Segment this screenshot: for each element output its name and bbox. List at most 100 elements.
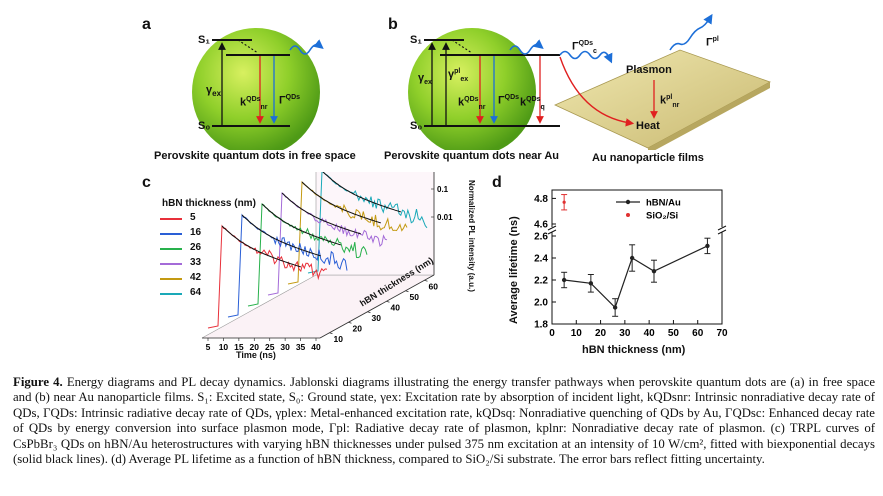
data-point-d — [629, 255, 635, 261]
legend-label-c: 33 — [190, 257, 202, 268]
jablonski-diagram-b — [408, 13, 771, 150]
y-tick-label-d: 1.8 — [534, 320, 548, 331]
figure-caption: Figure 4. Energy diagrams and PL decay d… — [13, 375, 875, 467]
figure-number: Figure 4. — [13, 375, 63, 389]
y-tick-label-d: 2.4 — [534, 254, 548, 265]
y-tick-label-d: 2.6 — [534, 232, 548, 243]
coupling-wave-b — [559, 50, 613, 64]
x-tick-label-d: 10 — [571, 328, 583, 339]
panel-b: b S₁ S₀ γex γplex kQDsnr ΓQDs kQ — [380, 10, 780, 170]
legend-swatch-c — [160, 248, 182, 250]
depth-tick-label-c: 60 — [429, 281, 439, 291]
heat-label: Heat — [636, 120, 660, 132]
gamma-r-label-a: ΓQDs — [279, 94, 301, 107]
legend-marker-d — [625, 199, 631, 205]
axis-break-gap — [718, 227, 726, 232]
legend-title-c: hBN thickness (nm) — [162, 198, 256, 209]
trpl-trace — [227, 213, 348, 318]
depth-tick-c — [367, 311, 371, 314]
trpl-trace — [267, 192, 388, 296]
x-tick-label-c: 35 — [296, 342, 306, 352]
depth-tick-label-c: 30 — [372, 313, 382, 323]
s0-label-b: S₀ — [410, 120, 423, 132]
data-point-d — [588, 281, 594, 286]
axis-break-mark — [717, 225, 727, 231]
x-axis-label-c: Time (ns) — [236, 350, 276, 360]
panel-label-b: b — [388, 16, 398, 33]
gamma-ex-label-b: γex — [418, 72, 432, 87]
legend-label-d: hBN/Au — [646, 198, 681, 209]
legend-label-c: 42 — [190, 272, 202, 283]
legend-marker-d — [626, 213, 630, 217]
y-tick-label-d: 4.8 — [534, 194, 548, 205]
trpl-fit — [301, 181, 381, 224]
panel-label-c: c — [142, 174, 151, 191]
x-tick-label-d: 40 — [644, 328, 656, 339]
trpl-fit — [322, 172, 401, 213]
trpl-fit — [221, 225, 301, 268]
x-tick-label-c: 40 — [311, 342, 321, 352]
axis-break-mark — [547, 229, 557, 235]
panel-d: d 1.8 2.0 2.2 2.4 2.6 4.6 4.8 0 10 20 30 40 50 60 70 hB… — [490, 172, 760, 370]
x-axis-label-d: hBN thickness (nm) — [582, 344, 686, 356]
depth-tick-label-c: 50 — [410, 292, 420, 302]
data-point-d — [651, 269, 657, 274]
legend-label-c: 26 — [190, 242, 202, 253]
plot-frame-d — [551, 189, 723, 325]
trpl-fit — [281, 192, 361, 235]
depth-tick-c — [386, 300, 390, 303]
qd-sphere-a — [192, 28, 320, 150]
lifetime-chart: 1.8 2.0 2.2 2.4 2.64.6 4.8 0 10 20 30 40 50 60 70 hBN/… — [534, 189, 728, 339]
depth-tick-c — [348, 321, 352, 324]
data-point-d — [705, 243, 710, 249]
knr-pl-label: kplnr — [660, 94, 680, 109]
figure-caption-text: Energy diagrams and PL decay dynamics. J… — [13, 375, 875, 467]
s1-label-a: S₁ — [198, 34, 210, 46]
trpl-fit — [241, 214, 321, 257]
gamma-r-label-b: ΓQDs — [498, 94, 520, 107]
depth-tick-label-c: 20 — [353, 323, 363, 333]
legend-swatch-c — [160, 293, 182, 295]
x-tick-label-c: 30 — [280, 342, 290, 352]
legend-swatch-c — [160, 233, 182, 235]
qd-sphere-b — [408, 28, 536, 150]
depth-tick-c — [329, 332, 333, 335]
panel-a: a S₁ S₀ γex kQDsnr ΓQDs Perovskite quant… — [140, 10, 380, 170]
emission-wave-b — [509, 39, 544, 55]
z-tick-label-c: 0.1 — [437, 185, 449, 194]
data-point-d — [561, 277, 567, 283]
emission-wave-a — [289, 39, 324, 55]
axis-break-mark — [717, 229, 727, 235]
plasmon-label: Plasmon — [626, 64, 672, 76]
trpl-3d-plot: 51015202530354010203040506010.10.01 — [201, 172, 453, 352]
legend-swatch-c — [160, 278, 182, 280]
panel-b-caption: Perovskite quantum dots near Au — [384, 150, 560, 162]
legend-label-c: 64 — [190, 287, 202, 298]
depth-tick-c — [405, 290, 409, 293]
z-axis-label-c: Normalized PL intensity (a.u.) — [467, 180, 476, 292]
legend-label-c: 5 — [190, 212, 196, 223]
x-tick-label-c: 10 — [219, 342, 229, 352]
knr-label-b: kQDsnr — [458, 96, 486, 111]
knr-label-a: kQDsnr — [240, 96, 268, 111]
panel-a-caption: Perovskite quantum dots in free space — [154, 150, 356, 162]
legend-label-d: SiO₂/Si — [646, 211, 678, 222]
x-tick-label-d: 60 — [692, 328, 704, 339]
legend-swatch-c — [160, 263, 182, 265]
kq-label-b: kQDsq — [520, 96, 545, 111]
panel-c: c hBN thickness (nm) 5 16 26 33 42 64 5 10 15 20… — [140, 172, 480, 370]
axis-break-mark — [547, 225, 557, 231]
x-tick-label-c: 25 — [265, 342, 275, 352]
y-tick-label-d: 2.2 — [534, 276, 548, 287]
x-tick-label-d: 0 — [549, 328, 555, 339]
gamma-pl-ex-label-b: γplex — [448, 68, 469, 83]
x-tick-label-c: 20 — [250, 342, 260, 352]
x-tick-label-d: 50 — [668, 328, 680, 339]
trpl-fit — [261, 203, 341, 246]
z-tick-label-c: 0.01 — [437, 213, 453, 222]
heat-arrow — [559, 56, 635, 127]
x-tick-label-c: 5 — [206, 342, 211, 352]
axis-break-gap — [548, 227, 556, 232]
jablonski-diagram-a — [192, 28, 324, 150]
data-point-d — [562, 200, 566, 204]
